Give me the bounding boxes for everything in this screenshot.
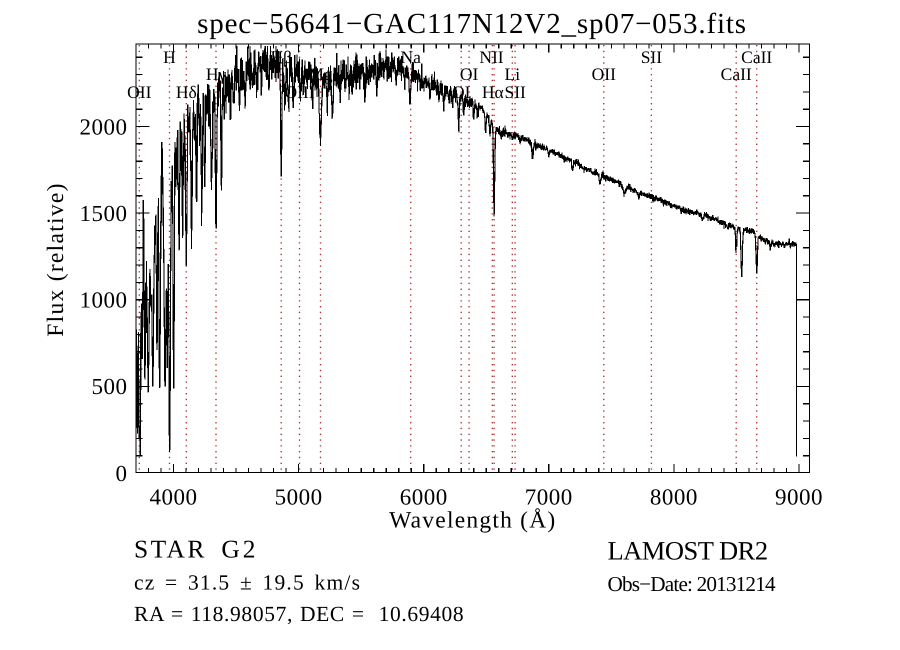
svg-text:6000: 6000 (400, 485, 448, 510)
svg-text:4000: 4000 (150, 485, 198, 510)
svg-text:SII: SII (505, 82, 527, 102)
svg-text:G2: G2 (221, 535, 258, 564)
svg-text:Wavelength (Å): Wavelength (Å) (389, 508, 556, 534)
svg-text:CaII: CaII (741, 47, 772, 67)
svg-text:H: H (163, 47, 176, 67)
svg-text:spec−56641−GAC117N12V2_sp07−05: spec−56641−GAC117N12V2_sp07−053.fits (197, 8, 747, 40)
svg-text:500: 500 (92, 374, 128, 399)
svg-text:Na: Na (400, 47, 421, 67)
svg-text:OII: OII (592, 64, 616, 84)
svg-text:9000: 9000 (775, 485, 823, 510)
svg-text:Obs−Date: 20131214: Obs−Date: 20131214 (608, 572, 776, 596)
svg-text:7000: 7000 (525, 485, 573, 510)
svg-text:RA = 118.98057, DEC = 10.6940: RA = 118.98057, DEC = 10.69408 (134, 602, 464, 626)
svg-text:LAMOST DR2: LAMOST DR2 (608, 536, 768, 566)
svg-text:1500: 1500 (80, 201, 128, 226)
svg-text:2000: 2000 (80, 114, 128, 139)
svg-text:0: 0 (116, 461, 128, 486)
svg-text:cz = 31.5 ± 19.5 km/s: cz = 31.5 ± 19.5 km/s (134, 571, 361, 595)
svg-text:8000: 8000 (650, 485, 698, 510)
svg-text:CaII: CaII (721, 64, 752, 84)
svg-text:Hγ: Hγ (206, 64, 227, 84)
svg-text:OI: OI (460, 64, 479, 84)
svg-text:STAR: STAR (134, 535, 207, 564)
svg-text:Hδ: Hδ (176, 82, 197, 102)
svg-text:Li: Li (505, 64, 521, 84)
svg-text:1000: 1000 (80, 288, 128, 313)
svg-text:Flux (relative): Flux (relative) (43, 182, 69, 336)
svg-text:SII: SII (641, 47, 663, 67)
svg-text:Hα: Hα (482, 82, 504, 102)
svg-text:NII: NII (479, 47, 503, 67)
svg-text:5000: 5000 (275, 485, 323, 510)
